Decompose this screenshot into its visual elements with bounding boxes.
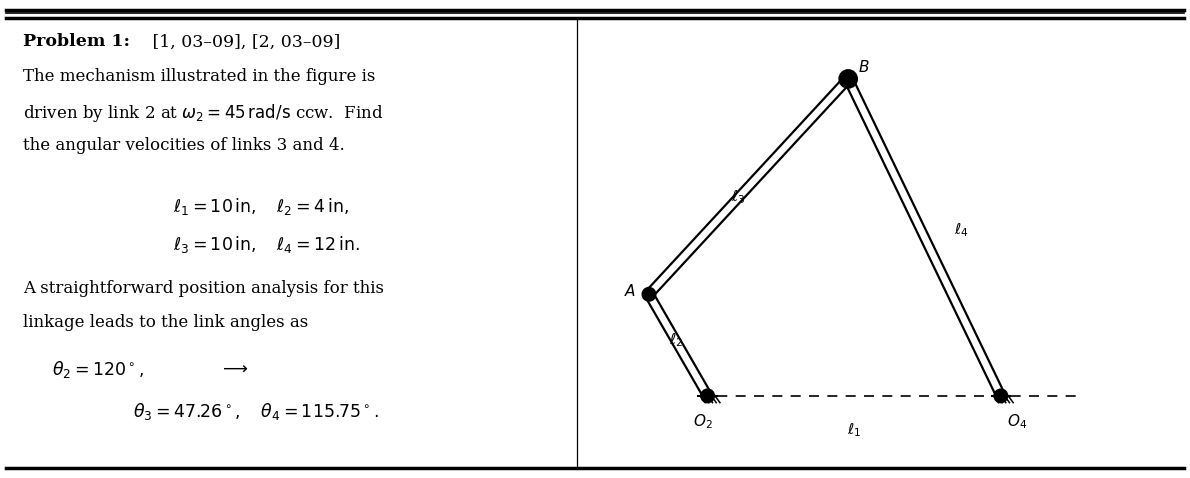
Text: $B$: $B$	[858, 58, 870, 75]
Text: $\ell_2$: $\ell_2$	[669, 331, 683, 349]
Text: [1, 03–09], [2, 03–09]: [1, 03–09], [2, 03–09]	[148, 33, 340, 51]
Text: the angular velocities of links 3 and 4.: the angular velocities of links 3 and 4.	[23, 137, 345, 154]
Text: $O_4$: $O_4$	[1007, 412, 1027, 431]
Circle shape	[643, 288, 656, 301]
Text: $\theta_3 = 47.26^\circ, \quad \theta_4 = 115.75^\circ.$: $\theta_3 = 47.26^\circ, \quad \theta_4 …	[133, 401, 378, 422]
Text: $\theta_2 = 120^\circ,$: $\theta_2 = 120^\circ,$	[52, 359, 144, 380]
Text: $A$: $A$	[624, 283, 635, 299]
Text: $\longrightarrow$: $\longrightarrow$	[219, 359, 249, 377]
Text: A straightforward position analysis for this: A straightforward position analysis for …	[23, 280, 384, 297]
Text: $\ell_1 = 10\,\mathrm{in}, \quad \ell_2 = 4\,\mathrm{in},$: $\ell_1 = 10\,\mathrm{in}, \quad \ell_2 …	[174, 196, 349, 217]
Circle shape	[839, 70, 857, 88]
Text: $\ell_3$: $\ell_3$	[732, 189, 746, 206]
Text: $\ell_4$: $\ell_4$	[953, 222, 969, 239]
Text: $\ell_3 = 10\,\mathrm{in}, \quad \ell_4 = 12\,\mathrm{in}.$: $\ell_3 = 10\,\mathrm{in}, \quad \ell_4 …	[174, 234, 359, 255]
Text: Problem 1:: Problem 1:	[23, 33, 130, 51]
Text: $O_2$: $O_2$	[694, 412, 713, 431]
Text: driven by link 2 at $\omega_2 = 45\,\mathrm{rad/s}$ ccw.  Find: driven by link 2 at $\omega_2 = 45\,\mat…	[23, 102, 383, 124]
Text: $\ell_1$: $\ell_1$	[847, 421, 862, 438]
Text: linkage leads to the link angles as: linkage leads to the link angles as	[23, 314, 308, 331]
Circle shape	[701, 390, 714, 402]
Text: The mechanism illustrated in the figure is: The mechanism illustrated in the figure …	[23, 68, 376, 85]
Circle shape	[995, 390, 1007, 402]
